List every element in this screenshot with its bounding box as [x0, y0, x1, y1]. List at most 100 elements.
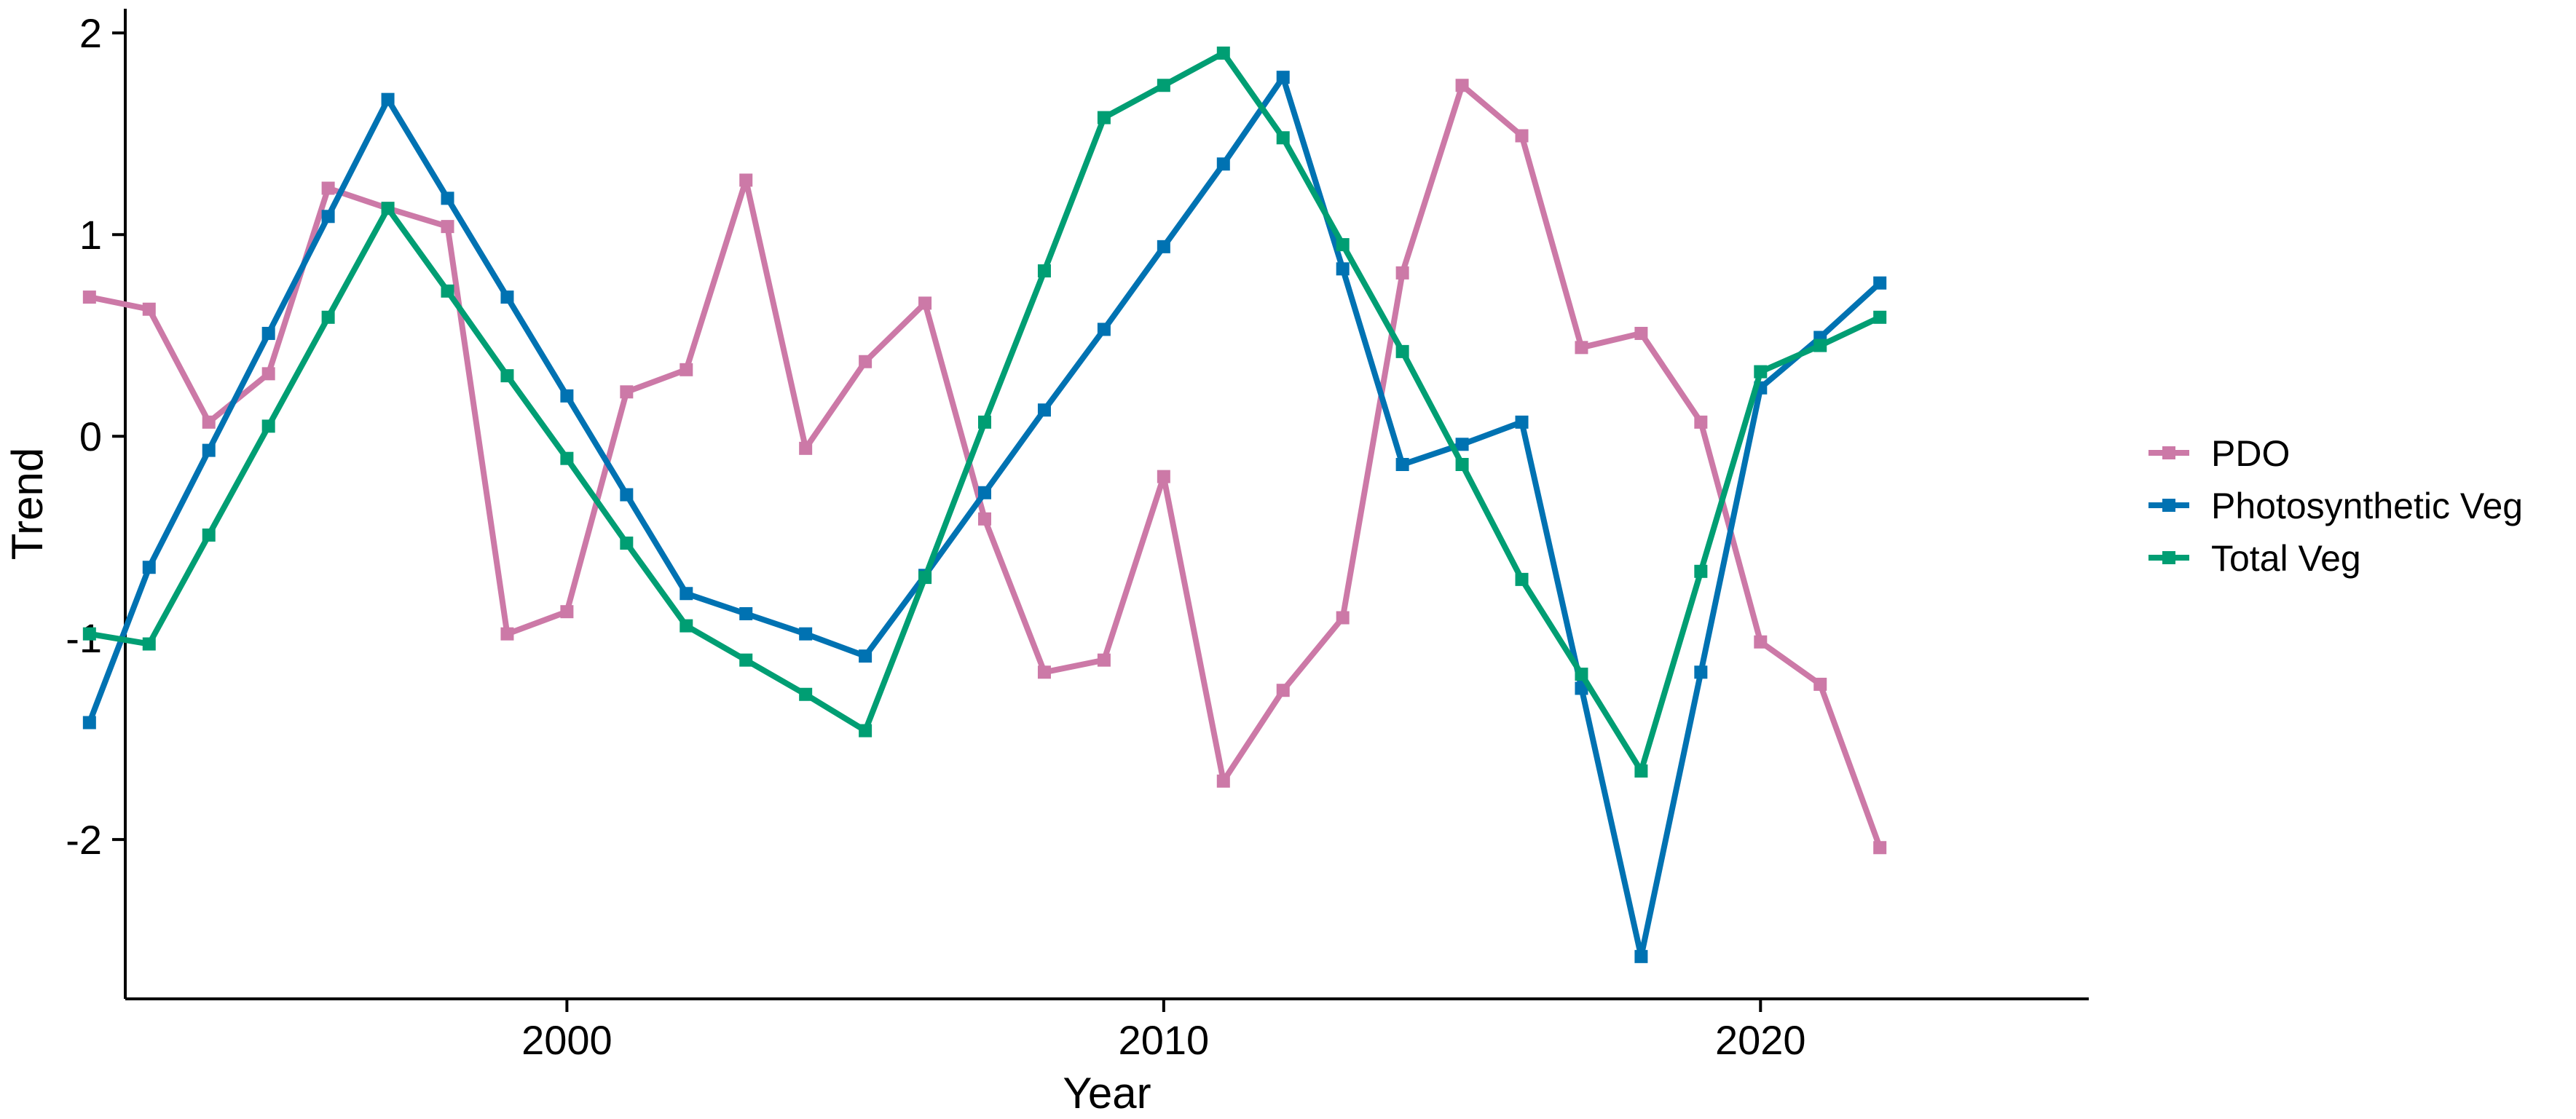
data-point-pdo [261, 367, 275, 381]
data-point-total-veg [680, 619, 693, 633]
data-point-pdo [799, 441, 813, 455]
data-point-photosynthetic-veg [1395, 457, 1409, 471]
data-point-photosynthetic-veg [1694, 665, 1708, 679]
legend-item-total-veg: Total Veg [2148, 538, 2361, 579]
data-point-pdo [1216, 774, 1230, 788]
data-point-photosynthetic-veg [799, 627, 813, 641]
data-point-pdo [1276, 684, 1290, 697]
data-point-total-veg [1455, 457, 1469, 471]
legend-swatch-marker [2162, 446, 2175, 459]
data-point-total-veg [1216, 46, 1230, 60]
y-tick-label: -2 [66, 817, 102, 863]
data-point-pdo [1395, 266, 1409, 280]
data-point-total-veg [1694, 564, 1708, 578]
data-point-photosynthetic-veg [1336, 262, 1350, 276]
data-point-photosynthetic-veg [202, 443, 216, 457]
data-point-total-veg [620, 537, 634, 550]
data-point-pdo [560, 605, 574, 619]
data-point-total-veg [500, 369, 514, 383]
data-point-total-veg [1754, 365, 1768, 379]
data-point-pdo [978, 512, 992, 526]
data-point-total-veg [1515, 572, 1529, 586]
data-point-total-veg [560, 451, 574, 465]
data-point-photosynthetic-veg [82, 716, 96, 729]
data-point-photosynthetic-veg [1216, 157, 1230, 171]
data-point-photosynthetic-veg [1037, 403, 1051, 417]
data-point-total-veg [1634, 764, 1648, 778]
data-point-total-veg [1097, 111, 1111, 124]
data-point-total-veg [1873, 310, 1887, 324]
data-point-pdo [82, 290, 96, 304]
data-point-total-veg [1037, 264, 1051, 278]
data-point-pdo [500, 627, 514, 641]
series-photosynthetic-veg [82, 71, 1887, 963]
data-point-pdo [321, 181, 335, 195]
data-point-total-veg [1813, 339, 1827, 352]
data-point-pdo [918, 296, 932, 310]
data-point-pdo [1754, 635, 1768, 649]
data-point-total-veg [978, 415, 992, 429]
data-point-photosynthetic-veg [978, 486, 992, 499]
data-point-photosynthetic-veg [859, 649, 873, 663]
data-point-photosynthetic-veg [680, 587, 693, 601]
data-point-total-veg [1157, 79, 1170, 92]
y-axis-title: Trend [3, 448, 52, 561]
data-point-pdo [142, 302, 156, 316]
data-point-pdo [1873, 841, 1887, 855]
data-point-pdo [441, 220, 454, 234]
data-point-pdo [1097, 653, 1111, 667]
x-tick-label: 2000 [521, 1017, 613, 1063]
data-point-total-veg [82, 627, 96, 641]
data-point-total-veg [1336, 238, 1350, 252]
data-point-pdo [620, 385, 634, 399]
data-point-photosynthetic-veg [1097, 323, 1111, 336]
data-point-photosynthetic-veg [1157, 240, 1170, 253]
legend-label: PDO [2211, 433, 2290, 474]
series-total-veg [82, 46, 1887, 778]
data-point-total-veg [261, 419, 275, 433]
data-point-pdo [1634, 326, 1648, 340]
y-tick-label: 2 [79, 10, 102, 56]
data-point-pdo [1455, 79, 1469, 92]
data-point-pdo [859, 355, 873, 368]
data-point-pdo [202, 415, 216, 429]
data-point-photosynthetic-veg [1515, 415, 1529, 429]
legend: PDO Photosynthetic Veg Total Veg [2148, 433, 2523, 579]
legend-label: Photosynthetic Veg [2211, 486, 2523, 526]
data-point-photosynthetic-veg [1455, 438, 1469, 451]
data-point-pdo [1336, 611, 1350, 625]
data-point-pdo [1813, 677, 1827, 691]
legend-swatch-marker [2162, 551, 2175, 564]
x-tick-label: 2020 [1715, 1017, 1806, 1063]
data-point-total-veg [859, 724, 873, 738]
y-axis-ticks: -2-1012 [66, 10, 125, 863]
data-point-total-veg [321, 310, 335, 324]
legend-item-pdo: PDO [2148, 433, 2290, 474]
data-point-photosynthetic-veg [381, 92, 395, 106]
data-point-pdo [1694, 415, 1708, 429]
legend-swatch-marker [2162, 499, 2175, 512]
data-point-total-veg [381, 202, 395, 216]
data-point-photosynthetic-veg [1873, 276, 1887, 290]
data-point-pdo [1515, 129, 1529, 143]
data-point-photosynthetic-veg [560, 389, 574, 403]
data-point-photosynthetic-veg [261, 326, 275, 340]
legend-label: Total Veg [2211, 538, 2361, 579]
data-point-total-veg [799, 687, 813, 701]
data-point-total-veg [441, 284, 454, 298]
data-point-pdo [1575, 341, 1588, 355]
legend-item-photosynthetic-veg: Photosynthetic Veg [2148, 486, 2523, 526]
data-point-pdo [1157, 470, 1170, 483]
data-point-photosynthetic-veg [739, 606, 753, 620]
data-point-total-veg [1395, 344, 1409, 358]
x-axis-title: Year [1063, 1069, 1151, 1118]
series-layer [82, 46, 1887, 963]
data-point-photosynthetic-veg [1276, 71, 1290, 84]
data-point-photosynthetic-veg [1634, 949, 1648, 963]
y-tick-label: 1 [79, 212, 102, 258]
x-axis-ticks: 2000 2010 2020 [521, 999, 1806, 1063]
data-point-total-veg [1575, 668, 1588, 681]
data-point-total-veg [142, 637, 156, 651]
